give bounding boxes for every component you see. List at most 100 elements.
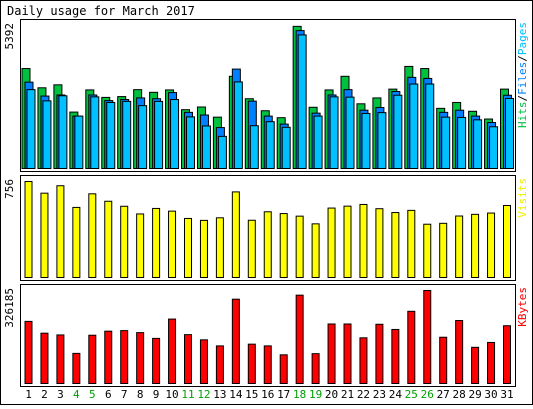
- bar-kbytes-day-30: [487, 341, 496, 385]
- bar-visits-day-18: [295, 215, 304, 278]
- bar-visits-day-26: [423, 223, 432, 279]
- day-label-11: 11: [181, 388, 194, 401]
- bar-kbytes-day-27: [439, 336, 448, 384]
- bar-pages-day-22: [361, 112, 371, 169]
- legend-kbytes: KBytes: [516, 287, 529, 327]
- bar-pages-day-8: [138, 105, 148, 169]
- day-label-22: 22: [357, 388, 370, 401]
- day-label-15: 15: [245, 388, 258, 401]
- day-label-20: 20: [325, 388, 338, 401]
- panel-kbytes-max-label: 326185: [3, 288, 16, 328]
- bar-pages-day-23: [377, 112, 387, 170]
- day-label-16: 16: [261, 388, 274, 401]
- bar-visits-day-10: [168, 210, 177, 278]
- legend-visits: Visits: [516, 178, 529, 218]
- panel-visits-max-label: 756: [3, 179, 16, 199]
- legend-hits: Hits: [516, 102, 529, 129]
- bar-kbytes-day-15: [247, 343, 256, 384]
- bar-visits-day-28: [455, 215, 464, 279]
- bar-kbytes-day-11: [184, 334, 192, 385]
- bar-kbytes-day-23: [375, 323, 384, 385]
- day-label-26: 26: [421, 388, 434, 401]
- bar-pages-day-7: [122, 100, 132, 169]
- panel-hits-legend: Hits/Files/Pages: [516, 22, 529, 128]
- bar-pages-day-29: [473, 119, 483, 169]
- bar-visits-day-5: [88, 193, 97, 278]
- bar-pages-day-5: [90, 96, 100, 169]
- day-label-30: 30: [484, 388, 497, 401]
- chart-title: Daily usage for March 2017: [7, 4, 195, 18]
- bar-kbytes-day-3: [56, 334, 65, 385]
- bar-visits-day-13: [215, 217, 224, 279]
- bar-kbytes-day-7: [120, 330, 129, 384]
- bar-visits-day-31: [503, 204, 511, 279]
- bar-pages-day-17: [281, 126, 291, 169]
- day-label-29: 29: [468, 388, 481, 401]
- bar-visits-day-1: [24, 181, 33, 278]
- bar-pages-day-3: [58, 95, 68, 169]
- bar-visits-day-17: [279, 213, 288, 278]
- bar-visits-day-9: [152, 207, 161, 278]
- bar-visits-day-12: [199, 219, 208, 278]
- bar-pages-day-1: [26, 89, 36, 169]
- day-label-1: 1: [25, 388, 32, 401]
- day-label-19: 19: [309, 388, 322, 401]
- bar-pages-day-13: [217, 135, 227, 170]
- bar-pages-day-21: [345, 96, 355, 169]
- panel-visits: 756 Visits: [3, 175, 529, 281]
- bar-pages-day-2: [42, 100, 52, 169]
- bar-pages-day-18: [297, 34, 307, 170]
- bar-pages-day-19: [313, 115, 323, 170]
- bar-visits-day-21: [343, 205, 352, 278]
- bar-kbytes-day-6: [104, 330, 113, 385]
- bar-pages-day-25: [409, 83, 419, 169]
- day-label-18: 18: [293, 388, 306, 401]
- bar-pages-day-4: [74, 115, 84, 170]
- panel-kbytes-legend: KBytes: [516, 287, 529, 327]
- bar-pages-day-24: [393, 94, 403, 169]
- bar-pages-day-27: [441, 116, 451, 169]
- day-label-17: 17: [277, 388, 290, 401]
- bar-visits-day-4: [72, 206, 81, 278]
- bar-kbytes-day-17: [279, 354, 288, 384]
- bar-kbytes-day-4: [72, 352, 81, 384]
- day-label-3: 3: [57, 388, 64, 401]
- day-label-4: 4: [73, 388, 80, 401]
- bar-visits-day-29: [471, 213, 480, 278]
- day-label-27: 27: [437, 388, 450, 401]
- panel-visits-legend: Visits: [516, 178, 529, 218]
- bar-visits-day-7: [120, 205, 129, 278]
- day-label-7: 7: [121, 388, 128, 401]
- day-label-6: 6: [105, 388, 112, 401]
- bar-visits-day-22: [359, 203, 368, 278]
- bar-visits-day-6: [104, 200, 113, 278]
- bar-kbytes-day-25: [407, 310, 416, 384]
- bar-kbytes-day-1: [24, 320, 33, 385]
- bar-visits-day-3: [56, 185, 65, 279]
- day-label-28: 28: [453, 388, 466, 401]
- bar-pages-day-30: [489, 126, 499, 169]
- bar-kbytes-day-29: [471, 346, 480, 384]
- bar-visits-day-30: [487, 212, 496, 278]
- day-labels: 1 2 3 4 5 6 7 8 9 10 11 12 13 14 15 16 17 18 19 20 21 22 23 24 2…: [25, 388, 513, 401]
- bar-pages-day-10: [170, 99, 180, 169]
- legend-separator: /: [516, 55, 529, 62]
- bar-kbytes-day-16: [263, 345, 272, 385]
- bar-kbytes-day-13: [215, 345, 224, 385]
- bar-kbytes-day-2: [40, 332, 49, 384]
- bar-kbytes-day-21: [343, 323, 352, 385]
- day-label-10: 10: [165, 388, 178, 401]
- day-label-9: 9: [153, 388, 160, 401]
- bar-kbytes-day-18: [295, 294, 304, 384]
- bar-visits-day-15: [247, 219, 256, 278]
- panel-kbytes: 326185 KBytes: [3, 284, 529, 387]
- day-label-23: 23: [373, 388, 386, 401]
- day-label-12: 12: [197, 388, 210, 401]
- bar-pages-day-31: [505, 97, 514, 169]
- bar-visits-day-27: [439, 222, 448, 279]
- bar-pages-day-11: [186, 116, 195, 169]
- bar-kbytes-day-24: [391, 328, 400, 384]
- bar-visits-day-25: [407, 209, 416, 278]
